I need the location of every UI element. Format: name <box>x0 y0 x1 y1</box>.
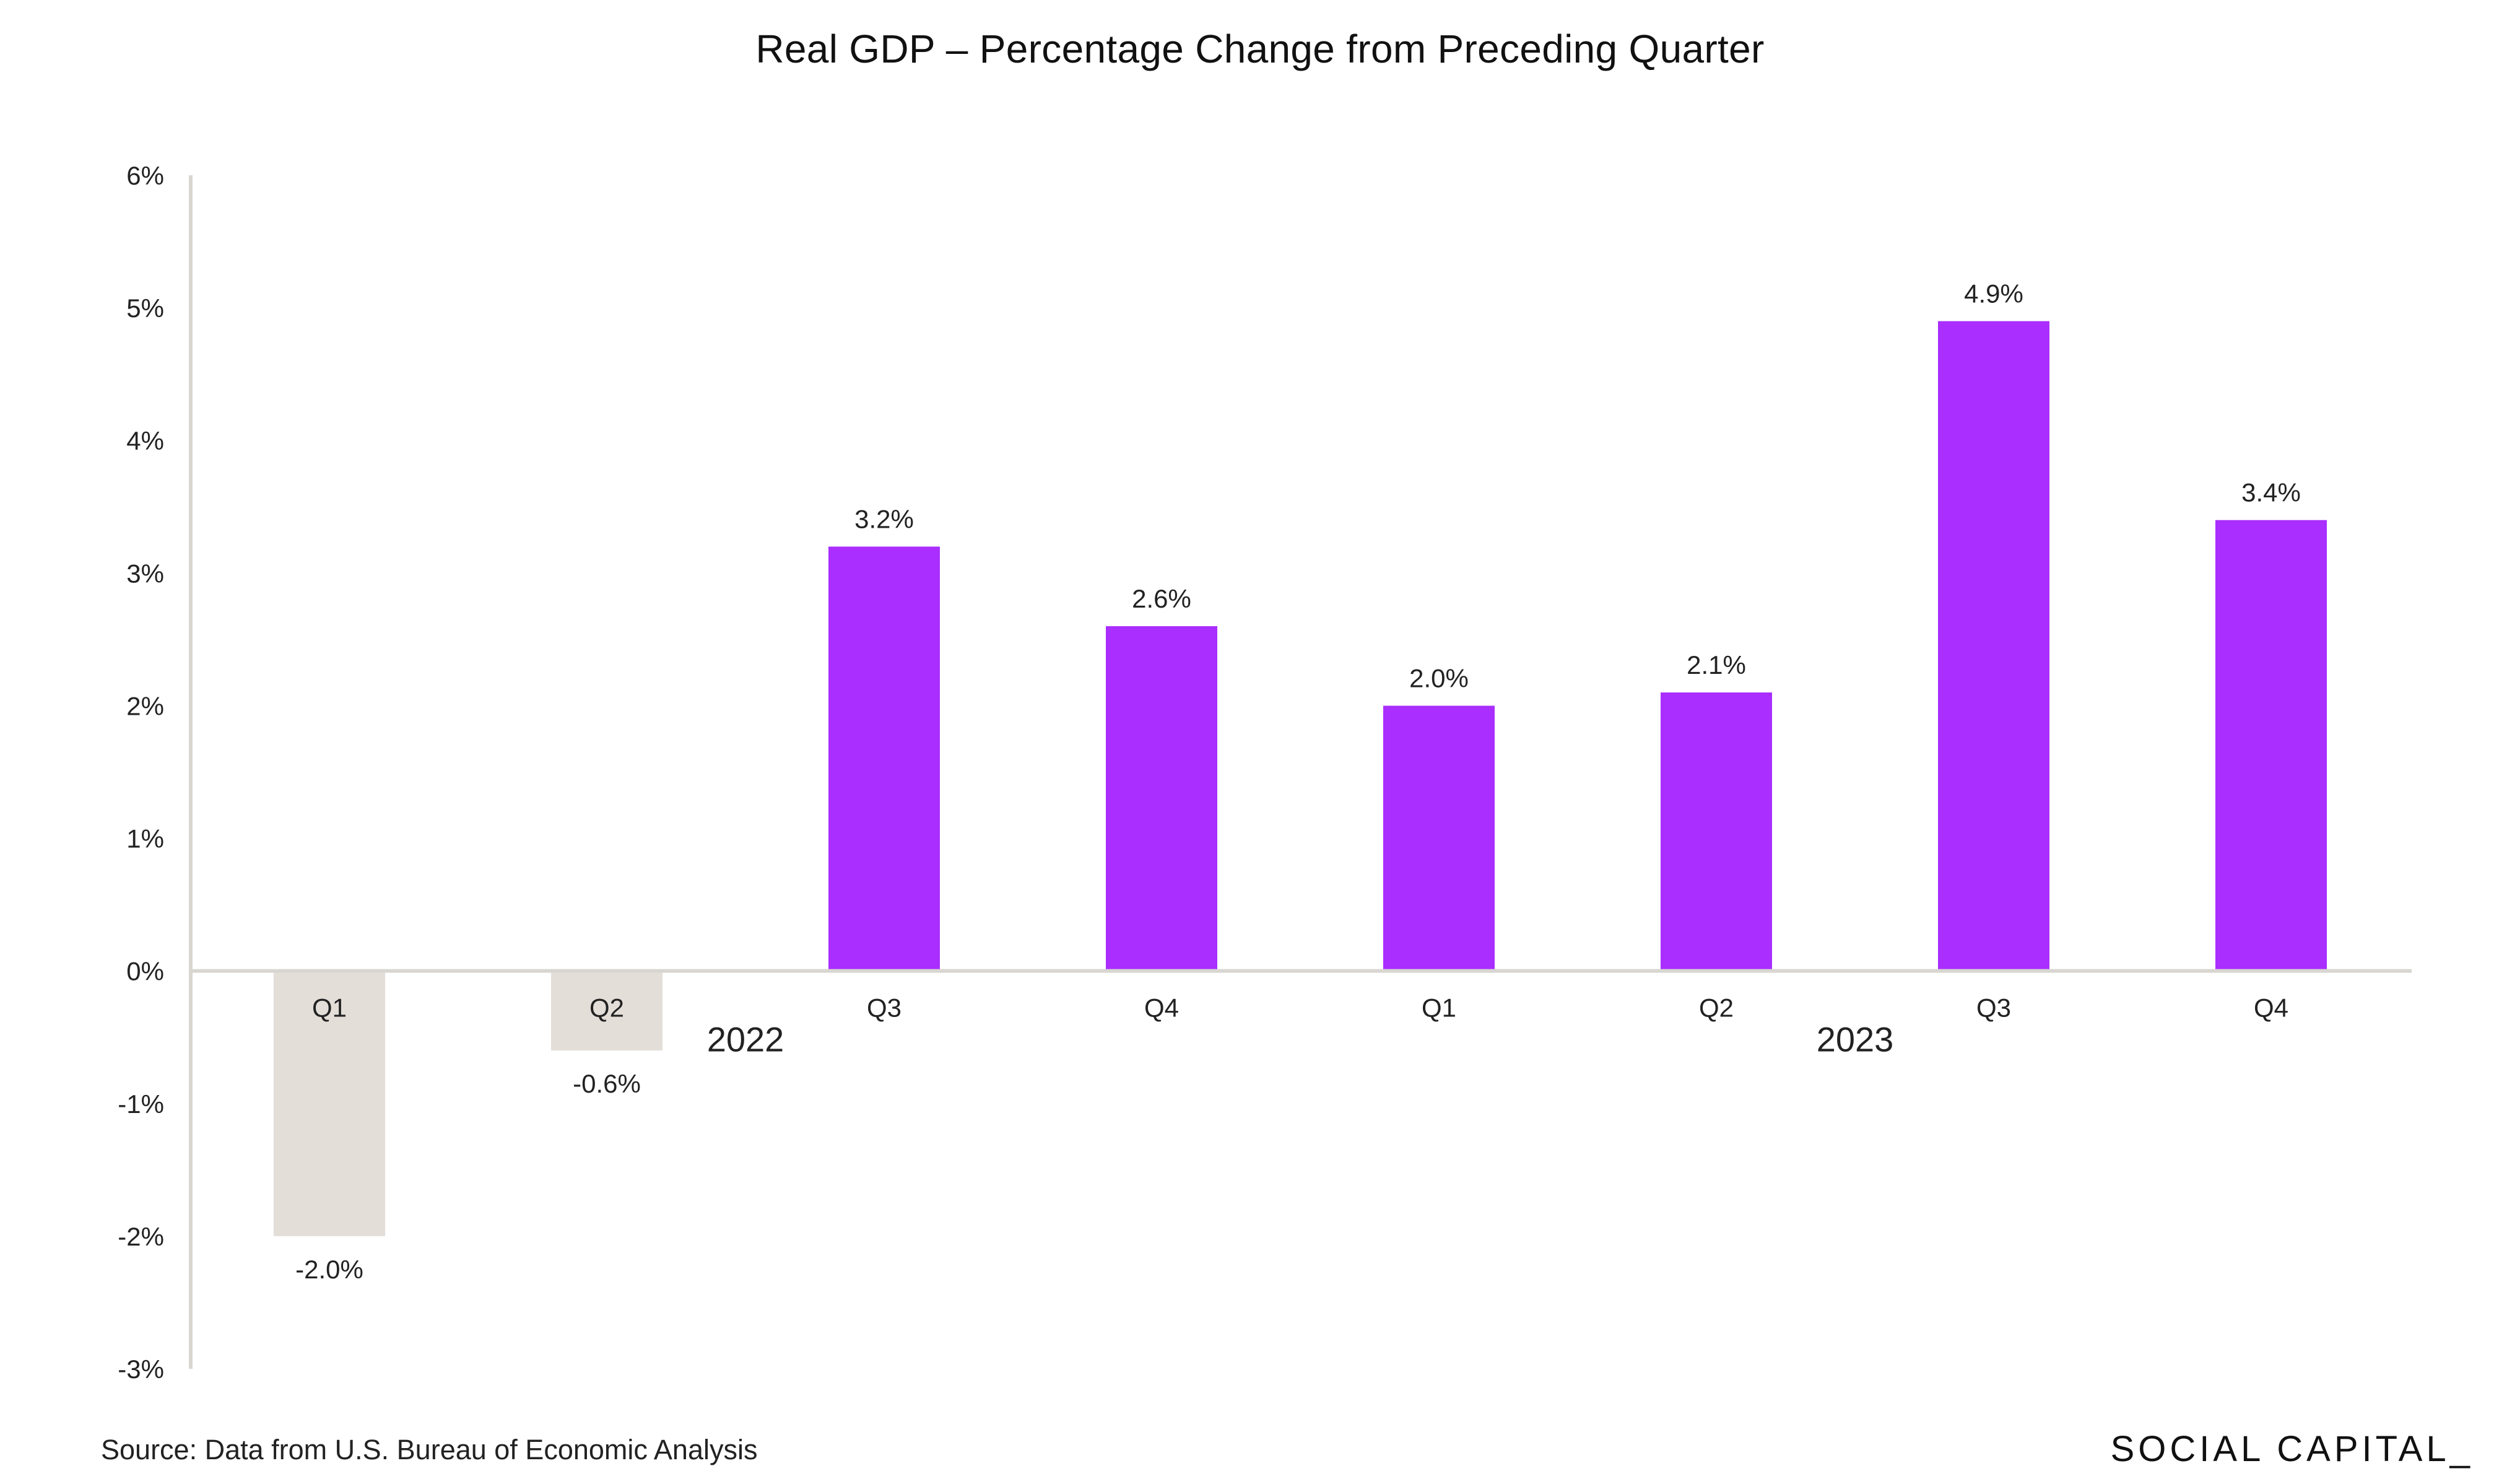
y-tick-label: 5% <box>126 294 164 323</box>
data-label: 3.2% <box>854 505 914 534</box>
year-group-label: 2022 <box>707 1020 784 1059</box>
bar <box>828 546 940 971</box>
data-label: 3.4% <box>2241 478 2301 507</box>
data-label: 2.6% <box>1132 584 1191 613</box>
bar <box>2215 520 2327 971</box>
chart-title: Real GDP – Percentage Change from Preced… <box>755 27 1765 71</box>
y-tick-label: 0% <box>126 957 164 986</box>
x-tick-label: Q2 <box>589 993 624 1023</box>
y-tick-label: 4% <box>126 426 164 455</box>
bar <box>551 971 663 1051</box>
bar <box>1106 626 1217 971</box>
x-tick-label: Q3 <box>867 993 902 1023</box>
year-group-label: 2023 <box>1817 1020 1894 1059</box>
x-tick-label: Q2 <box>1699 993 1734 1023</box>
data-label: 2.1% <box>1687 650 1746 679</box>
data-label: 4.9% <box>1964 279 2023 308</box>
x-tick-label: Q4 <box>1144 993 1179 1023</box>
x-tick-label: Q3 <box>1976 993 2011 1023</box>
y-tick-label: 6% <box>126 161 164 190</box>
y-tick-label: -2% <box>118 1222 164 1251</box>
x-tick-label: Q1 <box>1422 993 1456 1023</box>
source-note: Source: Data from U.S. Bureau of Economi… <box>101 1434 758 1465</box>
brand-logo: SOCIAL CAPITAL_ <box>2110 1429 2474 1469</box>
bar <box>1661 692 1772 971</box>
data-label: -2.0% <box>295 1255 363 1284</box>
y-tick-label: 1% <box>126 824 164 853</box>
y-tick-label: 2% <box>126 691 164 720</box>
y-tick-label: -1% <box>118 1089 164 1119</box>
y-tick-label: -3% <box>118 1355 164 1384</box>
data-label: 2.0% <box>1409 663 1469 692</box>
bar <box>274 971 385 1236</box>
x-tick-label: Q4 <box>2254 993 2288 1023</box>
y-tick-label: 3% <box>126 559 164 588</box>
bar <box>1938 321 2049 971</box>
bar <box>1383 705 1495 971</box>
x-tick-label: Q1 <box>312 993 347 1023</box>
data-label: -0.6% <box>573 1069 641 1098</box>
